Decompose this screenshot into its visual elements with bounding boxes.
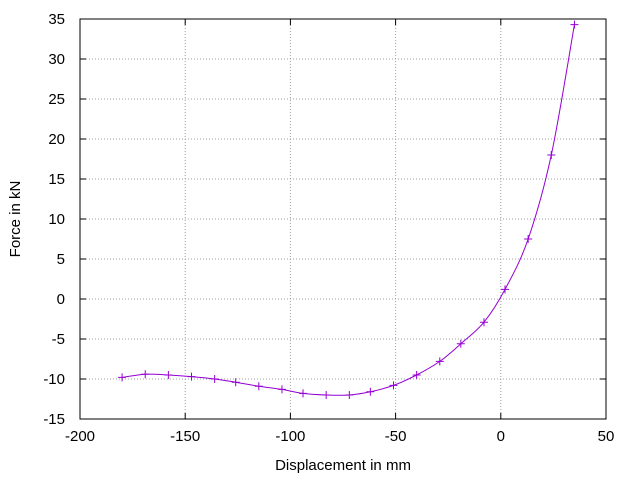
data-point-marker <box>231 378 240 387</box>
data-point-marker <box>299 389 308 398</box>
y-tick-label: 35 <box>48 11 65 28</box>
data-point-marker <box>412 371 421 379</box>
series-line <box>122 24 575 396</box>
data-point-marker <box>366 387 375 396</box>
data-point-marker <box>570 20 579 29</box>
x-tick-label: -100 <box>275 428 305 445</box>
y-tick-label: -15 <box>43 411 65 428</box>
data-point-marker <box>435 357 444 366</box>
x-tick-label: 0 <box>497 428 505 445</box>
y-tick-label: 30 <box>48 51 65 68</box>
y-tick-label: -5 <box>52 331 65 348</box>
series-layer <box>118 20 579 399</box>
data-point-marker <box>164 371 173 379</box>
data-point-marker <box>501 285 510 294</box>
y-tick-label: 10 <box>48 211 65 228</box>
y-axis-label: Force in kN <box>7 181 24 258</box>
data-point-marker <box>322 391 331 399</box>
data-point-marker <box>141 370 150 379</box>
data-point-marker <box>479 318 488 327</box>
x-tick-label: 50 <box>598 428 615 445</box>
x-tick-label: -150 <box>170 428 200 445</box>
data-point-marker <box>345 391 354 399</box>
x-axis-label: Displacement in mm <box>275 457 411 474</box>
grid-lines <box>80 19 606 419</box>
x-tick-label: -50 <box>385 428 407 445</box>
y-tick-label: -10 <box>43 371 65 388</box>
data-point-marker <box>277 385 286 394</box>
y-tick-label: 5 <box>57 251 65 268</box>
data-point-marker <box>389 381 398 390</box>
y-tick-label: 0 <box>57 291 65 308</box>
data-point-marker <box>524 235 533 243</box>
data-point-marker <box>210 375 219 383</box>
y-tick-label: 15 <box>48 171 65 188</box>
y-tick-label: 25 <box>48 91 65 108</box>
data-point-marker <box>456 339 465 348</box>
data-point-marker <box>118 373 127 382</box>
y-tick-label: 20 <box>48 131 65 148</box>
x-tick-label: -200 <box>65 428 95 445</box>
data-point-marker <box>547 151 556 159</box>
data-point-marker <box>187 372 196 381</box>
data-point-marker <box>254 382 263 391</box>
